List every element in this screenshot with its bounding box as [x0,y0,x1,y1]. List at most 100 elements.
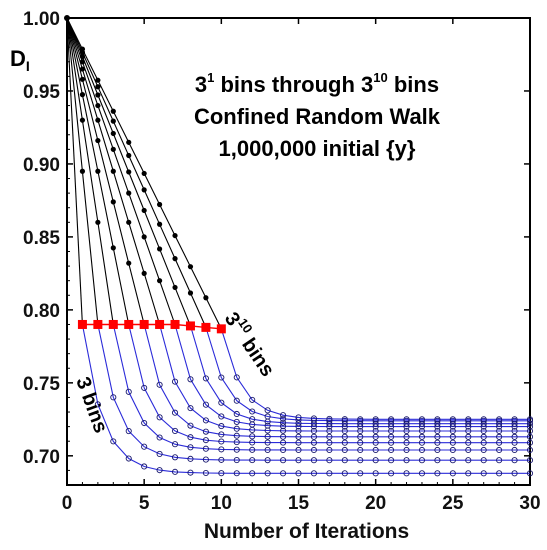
transition-marker [201,322,211,332]
series-10-open-point [418,416,426,423]
series-5-open-point [434,433,441,440]
series-8-open-point [280,419,287,426]
series-5-open-point [233,432,240,439]
series-6-open-point [187,405,194,412]
series-6-open-point [449,427,456,435]
annotation-top-exp: 10 [235,315,256,335]
series-2-open-point [156,450,163,457]
series-10-point [187,264,194,270]
series-5-open-point [156,381,163,388]
series-3-open-point [125,388,132,395]
series-2-open-point [264,457,271,464]
series-5-point [95,137,101,144]
series-6-open-point [480,427,487,435]
series-1-open-point [449,470,456,477]
series-4-open-point [511,439,518,446]
y-axis-title-base: D [10,46,26,71]
series-10-open-point [434,416,441,423]
series-1-open-point [511,470,518,477]
series-9-open-point [310,417,317,424]
series-7-open-point [202,401,209,408]
series-8-open-point [233,410,240,418]
y-tick-label: 0.70 [23,447,60,468]
series-2-open-point [496,457,503,464]
series-2-open-point [326,457,333,464]
series-10-open-point [465,416,472,423]
series-3-open-point [280,446,287,453]
series-6-point [110,168,116,174]
series-10-open-point [511,416,518,423]
series-1-open-point [156,467,163,474]
series-4-open-point [187,434,194,441]
series-9-point [172,256,178,262]
series-4-open-point [526,439,534,446]
x-tick-label: 10 [211,493,232,514]
annotation-top-tail: bins [234,330,278,381]
series-2-open-point [372,457,379,464]
series-3-open-point [449,446,456,454]
series-4-phase2-line [128,324,530,444]
title-base-a: 3 [195,72,207,97]
series-3-point [95,219,101,225]
series-10-open-point [264,407,271,414]
series-1-open-point [264,470,271,477]
series-3-open-point [511,446,518,454]
series-1-open-point [526,470,534,477]
series-2-open-point [202,456,209,463]
series-5-open-point [418,433,426,440]
series-10-point [126,139,132,145]
series-4-point [79,92,86,98]
transition-series [77,319,226,334]
series-4-open-point [388,439,395,446]
series-6-open-point [434,427,441,435]
series-6-point [79,66,86,72]
transition-line [82,323,222,330]
series-3-open-point [496,446,503,454]
series-6-open-point [465,427,472,435]
series-1-open-point [125,455,132,462]
y-axis-title: DI [10,46,30,74]
transition-marker [77,319,87,329]
title-base-b: 3 [361,72,373,97]
series-2-open-point [171,454,179,461]
x-tick-label: 0 [62,493,73,514]
series-1-open-point [434,470,441,477]
series-4-open-point [249,439,256,446]
x-axis-title: Number of Iterations [204,520,409,543]
series-5-open-point [465,433,472,440]
series-5-phase2-line [143,324,530,438]
series-5-open-point [280,433,287,440]
series-9-point [141,187,147,193]
series-1 [66,17,534,477]
series-5-open-point [403,433,410,440]
series-6-open-point [511,427,518,435]
series-4-open-point [403,439,410,446]
series-9-open-point [218,374,225,381]
series-10-open-point [388,416,395,423]
series-4-point [95,168,101,174]
series-1-open-point [326,470,333,477]
series-1-open-point [372,470,379,477]
series-5-point [126,260,132,266]
series-8-open-point [295,420,302,427]
series-5-open-point [357,433,364,440]
series-6-open-point [496,427,503,435]
series-6-open-point [233,425,240,432]
series-10-open-point [310,415,317,422]
series-10-open-point [280,412,287,419]
series-2 [66,17,534,464]
series-3-open-point [141,419,148,427]
series-8-point [126,169,132,175]
series-3-open-point [372,446,379,454]
series-5-open-point [171,409,179,416]
series-1-open-point [403,470,410,477]
series-2-open-point [403,457,410,464]
series-2-open-point [125,427,132,435]
y-tick-label: 0.75 [23,374,60,395]
series-6-open-point [341,427,348,435]
series-4-open-point [156,414,163,421]
series-2-open-point [357,457,364,464]
series-7-open-point [264,422,271,429]
series-1-open-point [418,470,426,477]
